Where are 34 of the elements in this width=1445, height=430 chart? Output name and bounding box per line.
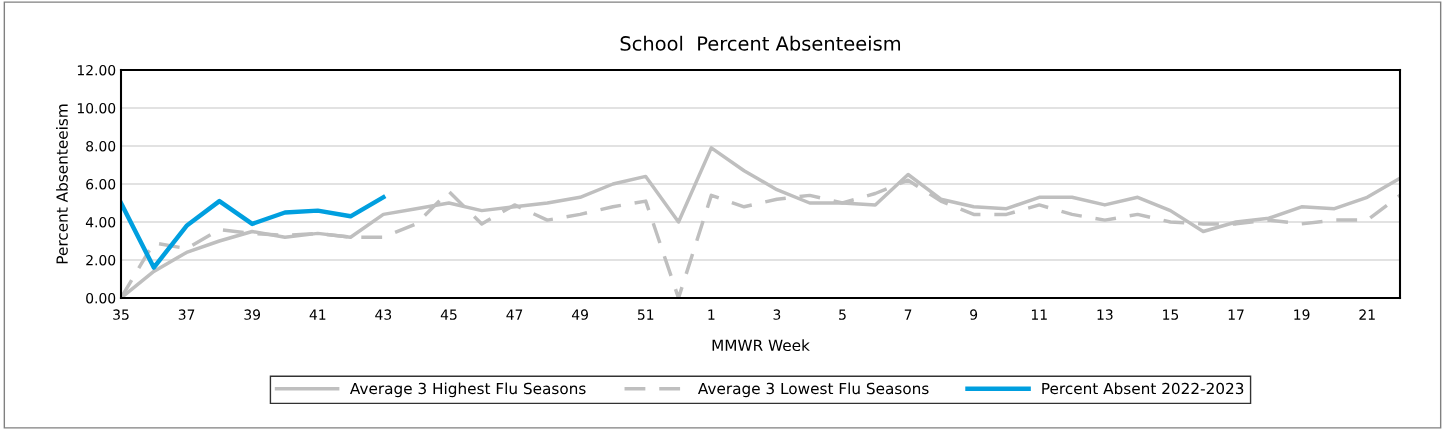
y-tick-label: 6.00 [86,178,116,190]
x-tick-label: 49 [571,309,588,320]
x-tick-label: 15 [1163,309,1179,320]
x-tick-label: 51 [637,309,654,320]
legend-label: Average 3 Highest Flu Seasons [349,382,586,398]
y-tick-label: 12.00 [77,64,116,76]
x-tick-label: 11 [1031,309,1047,320]
y-tick-label: 10.00 [77,102,116,114]
x-tick-label: 43 [375,309,392,320]
x-tick-label: 5 [839,309,846,320]
legend-label: Percent Absent 2022-2023 [1042,382,1244,395]
x-tick-label: 47 [506,309,523,320]
x-tick-label: 9 [970,309,978,320]
x-tick-label: 17 [1228,309,1244,320]
x-tick-label: 35 [113,309,129,320]
legend-label: Average 3 Lowest Flu Seasons [697,382,929,398]
x-tick-label: 45 [440,309,457,320]
y-tick-label: 4.00 [85,216,116,228]
line-series [121,195,386,270]
x-tick-label: 21 [1359,309,1375,320]
y-tick-label: 8.00 [86,140,116,152]
x-tick-label: 41 [309,309,326,320]
y-axis-title: Percent Absenteeism [56,104,68,264]
y-tick-label: 0.00 [86,292,116,304]
x-tick-label: 3 [773,309,781,320]
x-tick-label: 1 [708,309,715,320]
x-tick-label: 7 [904,309,912,320]
x-tick-label: 19 [1294,309,1310,320]
y-tick-label: 2.00 [86,254,116,266]
x-axis-title: MMWR Week [712,339,810,352]
x-tick-label: 13 [1097,309,1113,320]
x-tick-label: 39 [244,309,261,320]
x-tick-label: 37 [178,309,195,320]
chart-title: School Percent Absenteeism [620,35,901,51]
